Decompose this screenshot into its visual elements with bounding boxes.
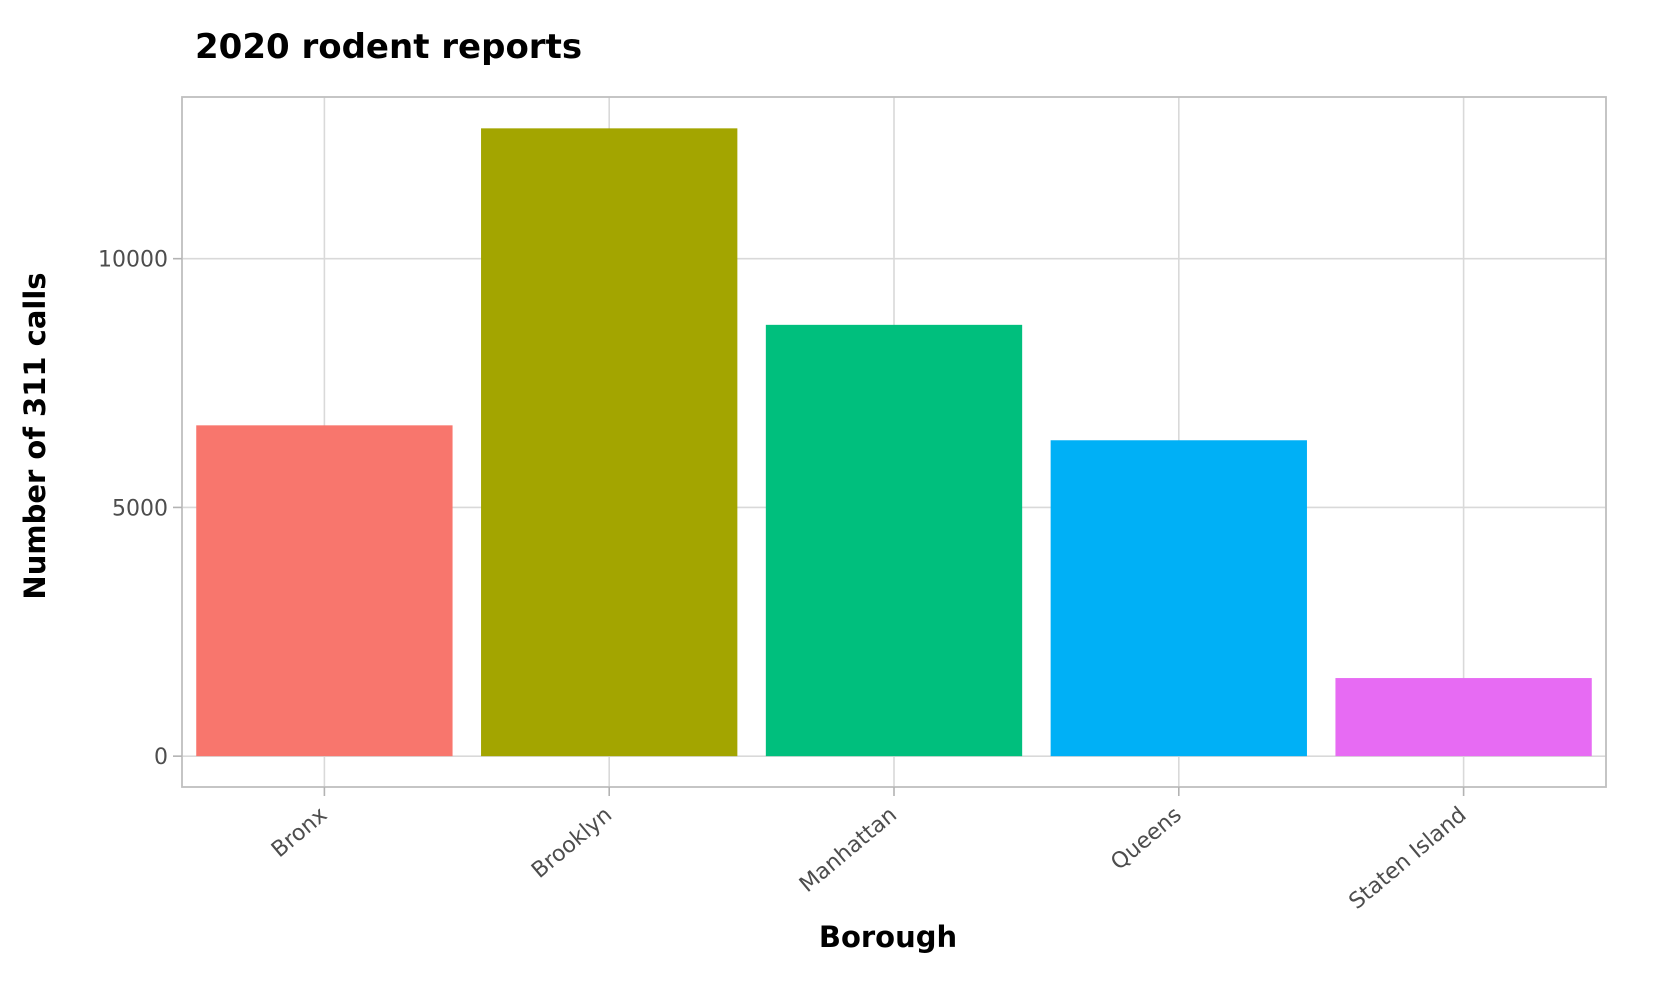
y-tick-label-5000: 5000 — [112, 496, 168, 521]
bar-queens — [1050, 440, 1307, 757]
bar-staten-island — [1335, 678, 1592, 757]
y-tick-label-10000: 10000 — [98, 248, 168, 273]
bar-brooklyn — [481, 128, 738, 757]
chart-title: 2020 rodent reports — [195, 27, 582, 67]
x-tick-label-staten-island: Staten Island — [1345, 802, 1472, 914]
x-axis-title: Borough — [819, 920, 957, 954]
y-tick-label-0: 0 — [154, 745, 168, 770]
bar-bronx — [196, 425, 453, 757]
bars — [196, 128, 1592, 757]
bar-manhattan — [765, 324, 1023, 757]
x-tick-label-brooklyn: Brooklyn — [527, 802, 617, 883]
y-axis-title: Number of 311 calls — [18, 272, 52, 599]
x-tick-label-bronx: Bronx — [267, 802, 332, 862]
x-tick-label-queens: Queens — [1106, 802, 1186, 875]
x-tick-label-manhattan: Manhattan — [795, 802, 902, 897]
